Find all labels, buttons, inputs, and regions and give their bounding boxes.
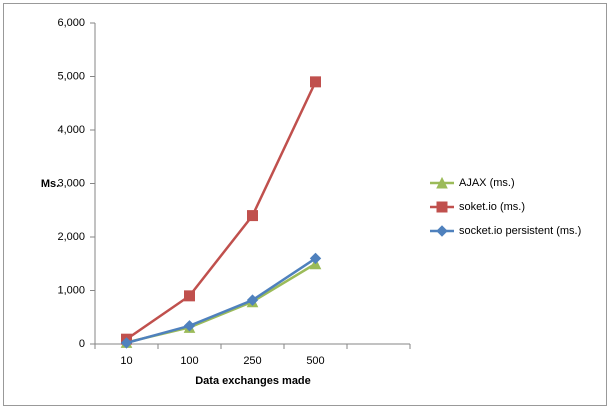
data-point [183,320,196,332]
legend-marker [436,201,448,213]
legend-label: socket.io persistent (ms.) [459,225,581,237]
y-tick-label: 3,000 [57,177,85,189]
x-tick-label: 500 [306,355,324,367]
data-point [310,76,321,88]
data-point [247,210,258,222]
y-tick-label: 2,000 [57,231,85,243]
series-line [125,81,317,341]
y-tick-label: 4,000 [57,124,85,136]
y-tick-label: 1,000 [57,284,85,296]
x-axis-label: Data exchanges made [195,375,311,387]
data-point [120,337,133,349]
data-point [246,294,259,306]
data-point [184,290,195,302]
y-tick-label: 5,000 [57,70,85,82]
y-tick-label: 6,000 [57,17,85,29]
y-tick-label: 0 [79,338,85,350]
data-point [309,252,322,265]
series-line [126,257,317,345]
legend-marker [436,176,448,189]
x-tick-label: 100 [180,355,198,367]
legend-label: soket.io (ms.) [459,201,525,213]
chart-border [3,3,607,406]
legend-label: AJAX (ms.) [459,177,515,189]
x-tick-label: 10 [120,355,132,367]
x-tick-label: 250 [243,355,261,367]
y-axis-label: Ms. [41,178,59,190]
legend-marker [436,225,448,237]
